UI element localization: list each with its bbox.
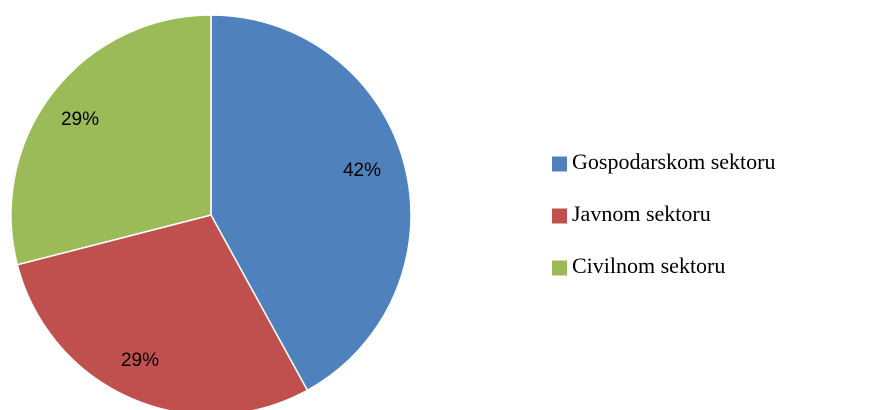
pie-slices <box>10 14 412 410</box>
pie-slice-javnom-sektoru <box>16 214 309 410</box>
legend-item: Gospodarskom sektoru <box>552 149 775 174</box>
legend-item: Javnom sektoru <box>552 201 711 226</box>
legend-label: Gospodarskom sektoru <box>572 149 775 174</box>
legend-swatch <box>552 208 567 224</box>
legend-item: Civilnom sektoru <box>552 253 725 278</box>
data-label: 29% <box>61 109 99 130</box>
legend-label: Javnom sektoru <box>572 201 711 226</box>
legend: Gospodarskom sektoru Javnom sektoru Civiln… <box>552 149 775 278</box>
data-label: 42% <box>343 160 381 181</box>
legend-swatch <box>552 156 567 172</box>
legend-label: Civilnom sektoru <box>572 253 725 278</box>
pie-slice-gospodarskom-sektoru <box>210 14 412 392</box>
data-label: 29% <box>121 350 159 371</box>
legend-swatch <box>552 260 567 276</box>
pie-slice-civilnom-sektoru <box>10 14 212 266</box>
pie-slice-labels: 42% 29% 29% <box>61 109 381 371</box>
